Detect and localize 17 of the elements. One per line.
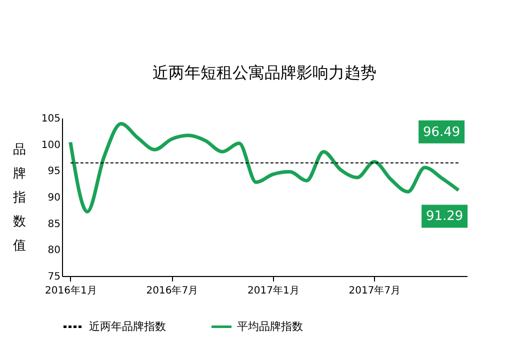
y-tick-label: 95	[48, 166, 60, 178]
y-tick-label: 100	[41, 140, 60, 151]
x-tick-label: 2017年7月	[348, 284, 401, 296]
y-axis-title: 品牌指数值	[12, 142, 26, 254]
x-tick-label: 2016年1月	[45, 284, 97, 296]
x-tick-label: 2016年7月	[146, 284, 198, 296]
y-tick-label: 80	[48, 245, 60, 256]
annotation: 96.49	[422, 124, 460, 140]
data-label: 91.29	[426, 209, 464, 224]
x-tick-label: 2017年1月	[248, 284, 300, 296]
y-tick-label: 75	[48, 272, 60, 282]
y-tick-label: 90	[48, 192, 60, 204]
legend-label: 平均品牌指数	[237, 320, 303, 333]
y-tick-label: 105	[41, 114, 60, 124]
chart-title: 近两年短租公寓品牌影响力趋势	[152, 63, 376, 82]
y-tick-label: 85	[48, 218, 60, 230]
legend-label: 近两年品牌指数	[89, 320, 166, 333]
